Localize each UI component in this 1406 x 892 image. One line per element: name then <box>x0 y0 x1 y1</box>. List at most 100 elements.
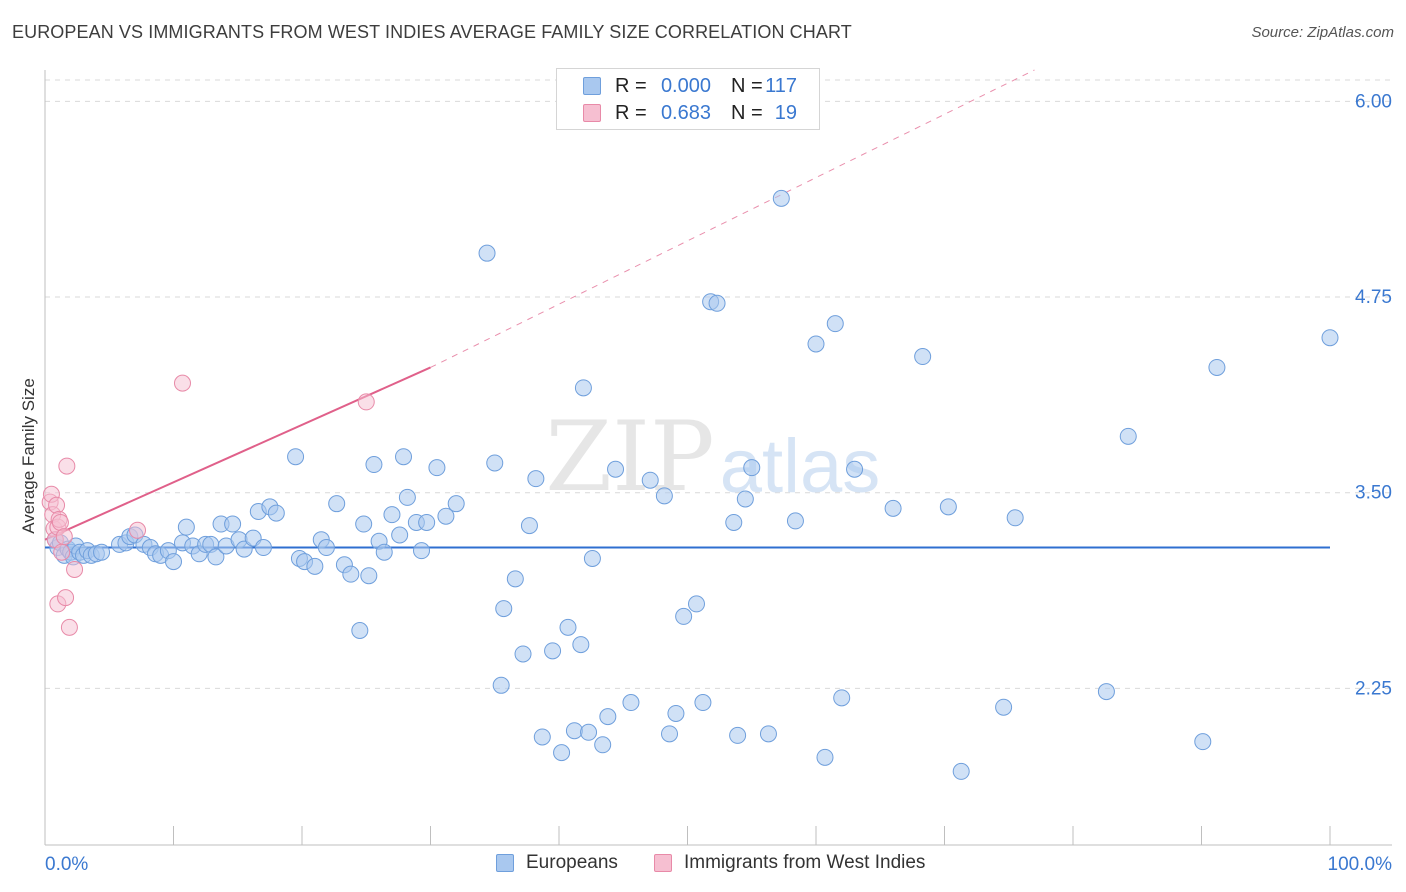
point-europeans <box>383 506 401 524</box>
legend-n-label: N = <box>731 74 763 97</box>
point-europeans <box>607 460 625 478</box>
point-west-indies <box>51 513 69 531</box>
trendline-west-indies <box>44 366 431 541</box>
point-europeans <box>743 459 761 477</box>
legend-n-value: 19 <box>774 101 797 124</box>
point-europeans <box>694 694 712 712</box>
legend-r-label: R = <box>615 74 647 97</box>
point-europeans <box>559 618 577 636</box>
point-europeans <box>1119 427 1137 445</box>
point-europeans <box>995 698 1013 716</box>
y-tick-label: 4.75 <box>1355 287 1392 308</box>
point-europeans <box>675 607 693 625</box>
legend-n-value: 117 <box>765 74 797 97</box>
point-west-indies <box>357 393 375 411</box>
point-west-indies <box>55 528 73 546</box>
point-europeans <box>736 490 754 508</box>
point-europeans <box>914 348 932 366</box>
point-europeans <box>772 189 790 207</box>
watermark: ZIP atlas <box>545 401 880 513</box>
legend-swatch-west-indies <box>654 854 672 872</box>
point-europeans <box>478 244 496 262</box>
point-europeans <box>786 512 804 530</box>
point-west-indies <box>57 589 75 607</box>
point-europeans <box>437 507 455 525</box>
legend-n-label: N = <box>731 101 763 124</box>
legend-swatch-europeans <box>496 854 514 872</box>
grid-layer <box>45 79 1392 689</box>
point-europeans <box>583 549 601 567</box>
series-legend: Europeans Immigrants from West Indies <box>0 852 1406 878</box>
point-europeans <box>952 762 970 780</box>
point-europeans <box>391 526 409 544</box>
legend-r-label: R = <box>615 101 647 124</box>
point-europeans <box>599 708 617 726</box>
point-europeans <box>317 539 335 557</box>
legend-item-europeans: Europeans <box>496 852 618 874</box>
legend-row-west-indies: R = 0.683 N = 19 <box>557 100 819 126</box>
point-europeans <box>375 543 393 561</box>
legend-r-value: 0.683 <box>660 101 711 124</box>
point-europeans <box>413 542 431 560</box>
point-europeans <box>594 736 612 754</box>
point-europeans <box>641 471 659 489</box>
points-layer <box>41 189 1339 780</box>
point-europeans <box>1194 733 1212 751</box>
point-europeans <box>486 454 504 472</box>
legend-r-value: 0.000 <box>660 74 711 97</box>
point-west-indies <box>53 543 71 561</box>
correlation-legend: R = 0.000 N = 117 R = 0.683 N = 19 <box>556 68 820 130</box>
point-west-indies <box>66 560 84 578</box>
legend-item-west-indies: Immigrants from West Indies <box>654 852 925 874</box>
legend-swatch-europeans <box>583 77 601 95</box>
point-europeans <box>328 495 346 513</box>
point-europeans <box>287 448 305 466</box>
y-tick-label: 6.00 <box>1355 91 1392 112</box>
point-europeans <box>574 379 592 397</box>
point-europeans <box>1006 509 1024 527</box>
point-europeans <box>495 600 513 618</box>
point-europeans <box>254 539 272 557</box>
trendline-west-indies-extension <box>430 69 1035 368</box>
point-europeans <box>533 728 551 746</box>
point-europeans <box>622 694 640 712</box>
point-europeans <box>514 645 532 663</box>
point-europeans <box>165 553 182 571</box>
point-west-indies <box>173 374 191 392</box>
point-europeans <box>447 495 465 513</box>
point-europeans <box>395 448 413 466</box>
chart-source: Source: ZipAtlas.com <box>1251 24 1394 41</box>
point-europeans <box>506 570 524 588</box>
point-europeans <box>235 540 253 558</box>
point-west-indies <box>60 618 78 636</box>
point-europeans <box>207 548 225 566</box>
y-tick-label: 2.25 <box>1355 678 1392 699</box>
point-europeans <box>580 723 598 741</box>
point-europeans <box>418 513 436 531</box>
point-europeans <box>833 689 851 707</box>
axis-layer: 2.25 3.50 4.75 6.00 0.0% 100.0% <box>44 70 1393 875</box>
point-europeans <box>846 460 864 478</box>
x-tick-label-max: 100.0% <box>1328 854 1393 875</box>
point-europeans <box>306 557 324 575</box>
point-europeans <box>492 676 510 694</box>
legend-label-europeans: Europeans <box>526 852 618 873</box>
point-europeans <box>544 642 562 660</box>
point-europeans <box>351 622 369 640</box>
point-europeans <box>1097 683 1115 701</box>
point-europeans <box>826 315 844 333</box>
point-europeans <box>93 543 111 561</box>
point-europeans <box>398 488 416 506</box>
point-europeans <box>527 470 545 488</box>
chart-title: EUROPEAN VS IMMIGRANTS FROM WEST INDIES … <box>12 22 852 42</box>
point-europeans <box>177 518 195 536</box>
point-west-indies <box>129 521 147 539</box>
point-europeans <box>565 722 583 740</box>
legend-label-west-indies: Immigrants from West Indies <box>684 852 926 873</box>
point-europeans <box>1208 358 1226 376</box>
point-europeans <box>553 744 571 762</box>
point-europeans <box>224 515 242 533</box>
point-europeans <box>655 487 673 505</box>
point-west-indies <box>48 496 66 514</box>
